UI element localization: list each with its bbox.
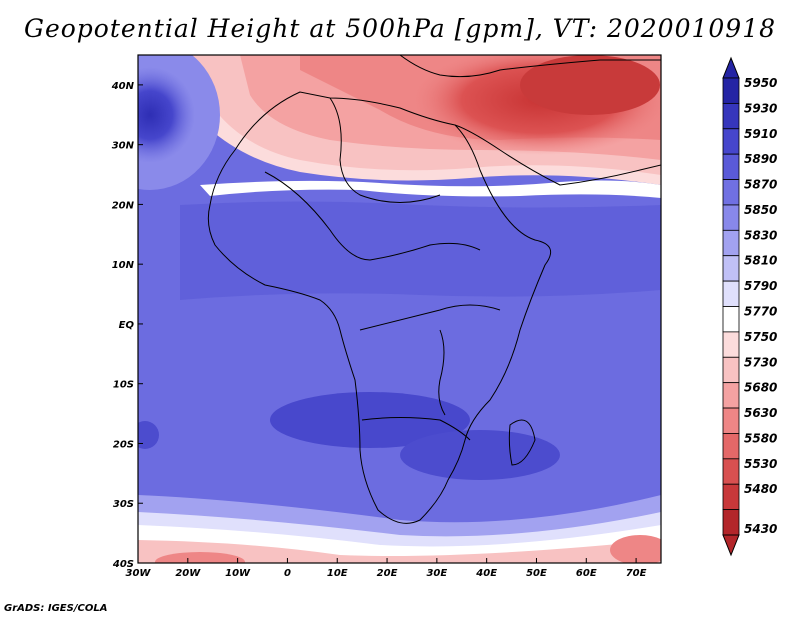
- colorbar-swatch: [722, 407, 740, 434]
- colorbar-label: 5790: [744, 279, 777, 293]
- x-axis: 30W 20W 10W 0 10E 20E 30E 40E 50E 60E 70E: [126, 558, 647, 579]
- colorbar-label: 5750: [744, 330, 777, 344]
- x-tick-label: 10E: [327, 568, 348, 579]
- colorbar-label: 5850: [744, 203, 777, 217]
- x-tick-label: 20W: [175, 568, 201, 579]
- colorbar-label: 5930: [744, 101, 777, 115]
- credit-label: GrADS: IGES/COLA: [4, 603, 108, 614]
- colorbar-swatch: [722, 255, 740, 282]
- colorbar-swatch: [722, 382, 740, 409]
- y-tick-label: 30S: [113, 499, 134, 510]
- y-tick-label: 10S: [113, 380, 134, 391]
- colorbar-swatch: [722, 356, 740, 384]
- y-tick-label: EQ: [119, 320, 135, 331]
- colorbar-label: 5890: [744, 152, 777, 166]
- colorbar-label: 5830: [744, 228, 777, 242]
- colorbar-label: 5630: [744, 406, 777, 420]
- x-tick-label: 20E: [377, 568, 398, 579]
- x-tick-label: 60E: [576, 568, 597, 579]
- colorbar-swatch: [722, 102, 740, 130]
- colorbar-swatch: [722, 509, 740, 536]
- colorbar-swatch: [722, 433, 740, 460]
- colorbar-swatch: [722, 204, 740, 231]
- colorbar-swatch: [722, 331, 740, 358]
- colorbar-swatch: [722, 458, 740, 485]
- x-tick-label: 30W: [126, 568, 152, 579]
- colorbar-min-arrow: [722, 534, 740, 557]
- colorbar-swatch: [722, 77, 740, 104]
- map-title: Geopotential Height at 500hPa [gpm], VT:…: [23, 14, 777, 43]
- y-tick-label: 20N: [112, 200, 135, 211]
- y-tick-label: 40S: [112, 559, 134, 570]
- colorbar-label: 5950: [744, 76, 777, 90]
- colorbar-label: 5910: [744, 127, 777, 141]
- colorbar-swatch: [722, 483, 740, 511]
- colorbar-label: 5870: [744, 178, 777, 192]
- y-tick-label: 30N: [112, 141, 135, 152]
- x-tick-label: 0: [284, 568, 291, 579]
- colorbar-swatch: [722, 179, 740, 206]
- y-tick-label: 40N: [111, 81, 135, 92]
- y-tick-label: 20S: [113, 439, 134, 450]
- colorbar-swatch: [722, 280, 740, 307]
- colorbar-label: 5430: [744, 522, 777, 536]
- colorbar-max-arrow: [722, 56, 740, 79]
- height-field: [138, 55, 661, 563]
- colorbar-label: 5770: [744, 305, 777, 319]
- coastlines: [207, 55, 661, 524]
- colorbar-swatch: [722, 229, 740, 257]
- x-tick-label: 70E: [626, 568, 647, 579]
- colorbar-label: 5580: [744, 431, 777, 445]
- colorbar-swatch: [722, 128, 740, 155]
- colorbar-label: 5480: [744, 482, 777, 496]
- x-tick-label: 30E: [426, 568, 447, 579]
- y-axis: 40S 30S 20S 10S EQ 10N 20N 30N 40N: [111, 81, 143, 570]
- colorbar-label: 5810: [744, 254, 777, 268]
- x-tick-label: 10W: [225, 568, 251, 579]
- colorbar: 5950 5930 5910 5890 5870 5850 5830 5810 5790 5770…: [722, 56, 777, 557]
- y-tick-label: 10N: [112, 260, 135, 271]
- colorbar-swatch: [722, 153, 740, 180]
- colorbar-label: 5530: [744, 457, 777, 471]
- x-tick-label: 40E: [475, 568, 497, 579]
- colorbar-label: 5730: [744, 355, 777, 369]
- x-tick-label: 50E: [526, 568, 547, 579]
- colorbar-label: 5680: [744, 381, 777, 395]
- colorbar-swatch: [722, 306, 740, 333]
